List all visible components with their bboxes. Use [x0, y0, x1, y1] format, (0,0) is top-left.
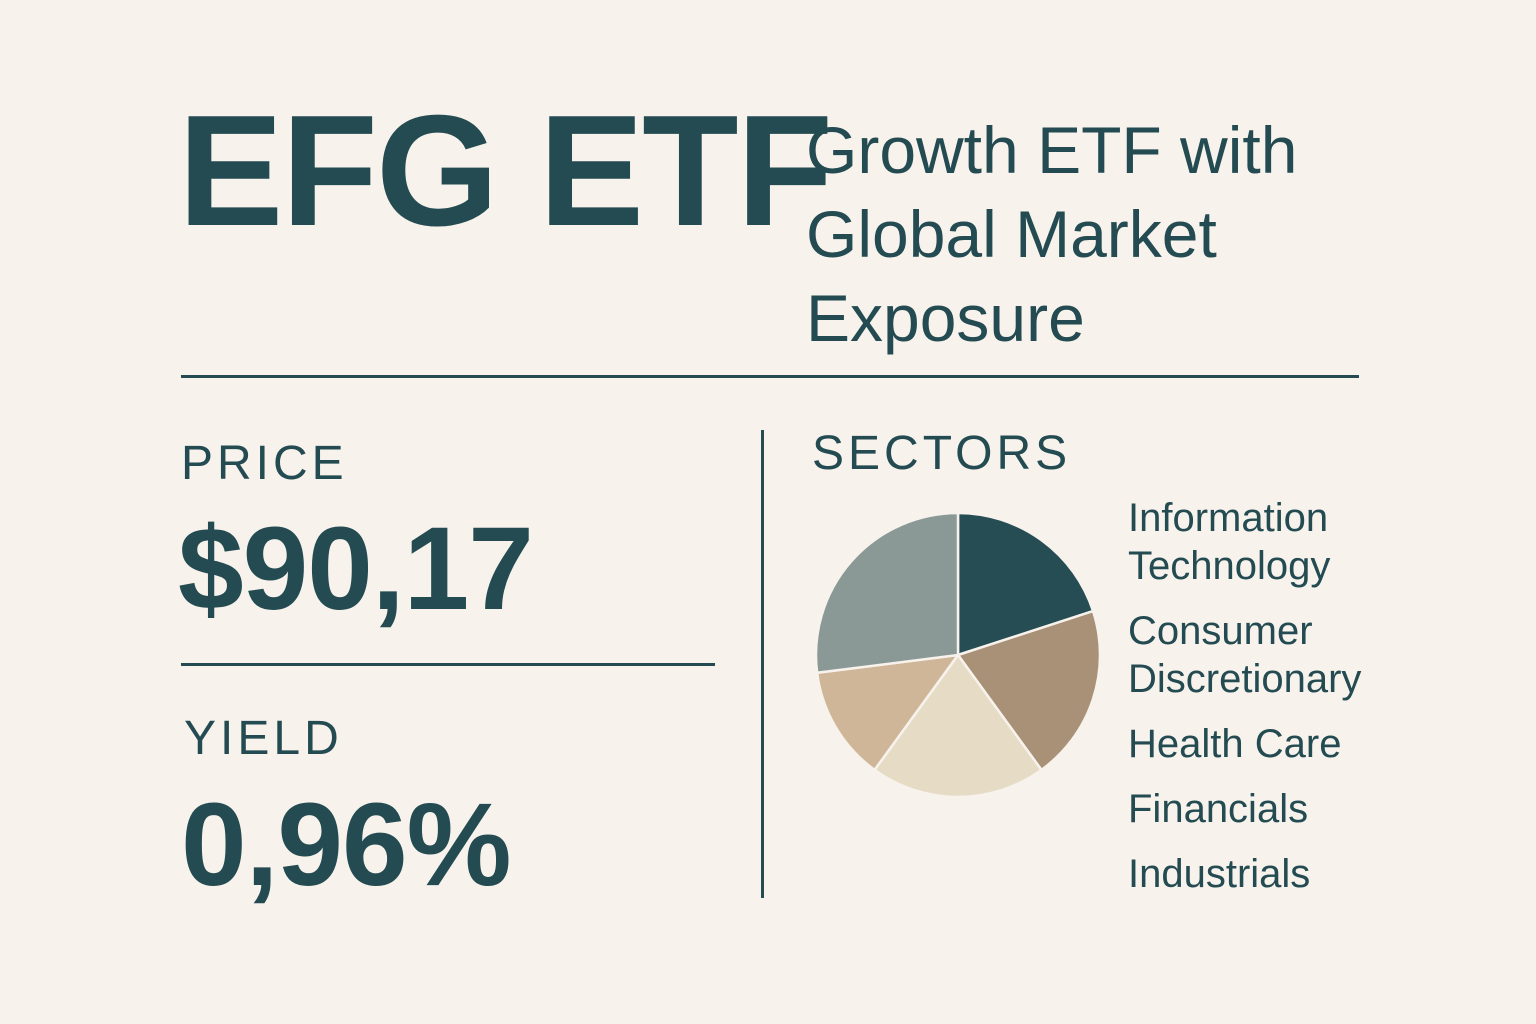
- legend-item-financials: Financials: [1128, 785, 1528, 833]
- legend-item-label: Industrials: [1128, 852, 1311, 896]
- subtitle-line: Global Market: [806, 197, 1217, 271]
- subtitle-line: Exposure: [806, 281, 1085, 355]
- legend-item-consumer-discretionary: Consumer Discretionary: [1128, 607, 1528, 703]
- legend-item-health-care: Health Care: [1128, 720, 1528, 768]
- fund-ticker-title: EFG ETF: [178, 83, 833, 259]
- header-divider: [181, 375, 1359, 378]
- sectors-label: SECTORS: [812, 427, 1072, 480]
- legend-item-information-technology: Information Technology: [1128, 494, 1528, 590]
- pie-slice-financials: [815, 653, 961, 772]
- legend-item-label: Information: [1128, 496, 1329, 540]
- sector-legend: Information Technology Consumer Discreti…: [1128, 494, 1528, 915]
- pie-slice-industrials: [814, 511, 960, 675]
- subtitle-line: Growth ETF with: [806, 113, 1298, 187]
- fund-subtitle: Growth ETF with Global Market Exposure: [806, 108, 1446, 360]
- price-label: PRICE: [181, 437, 348, 490]
- price-yield-divider: [181, 663, 715, 666]
- legend-item-label: Consumer: [1128, 609, 1313, 653]
- legend-item-label: Health Care: [1128, 722, 1342, 766]
- column-divider: [761, 430, 764, 898]
- pie-slice-information-technology: [956, 511, 1095, 657]
- sector-pie-chart: [814, 511, 1102, 799]
- pie-slice-health-care: [872, 652, 1044, 799]
- legend-item-label: Financials: [1128, 787, 1309, 831]
- yield-label: YIELD: [184, 712, 343, 765]
- price-value: $90,17: [178, 503, 534, 635]
- yield-value: 0,96%: [181, 779, 512, 911]
- pie-slice-consumer-discretionary: [955, 609, 1102, 772]
- legend-item-label: Technology: [1128, 544, 1331, 588]
- legend-item-industrials: Industrials: [1128, 850, 1528, 898]
- legend-item-label: Discretionary: [1128, 657, 1362, 701]
